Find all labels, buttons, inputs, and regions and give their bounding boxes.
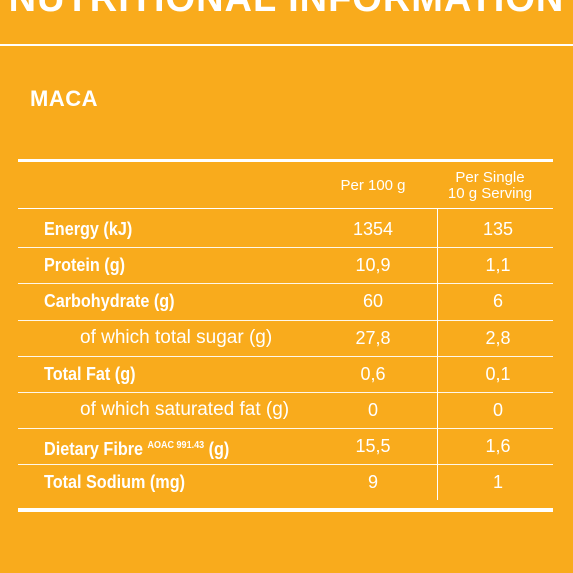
value-per-100g: 0 bbox=[367, 400, 378, 420]
header-rule bbox=[18, 208, 553, 209]
value-per-100g: 27,8 bbox=[355, 327, 391, 348]
row-rule bbox=[18, 392, 553, 393]
row-label: of which total sugar (g) bbox=[80, 326, 273, 348]
value-per-serving: 0 bbox=[492, 400, 503, 420]
divider bbox=[0, 44, 573, 46]
column-header: Per 100 g bbox=[340, 177, 406, 194]
value-per-serving: 1,6 bbox=[485, 436, 511, 457]
table-bottom-rule bbox=[18, 508, 553, 512]
value-per-100g: 10,9 bbox=[355, 255, 391, 276]
label-text: Protein (g) bbox=[44, 255, 125, 276]
label-text: Total Sodium (mg) bbox=[44, 472, 185, 493]
row-label: Total Fat (g) bbox=[44, 364, 135, 384]
value-per-serving: 0,1 bbox=[485, 363, 511, 384]
row-rule bbox=[18, 355, 553, 357]
column-divider bbox=[437, 208, 438, 500]
value-per-serving: 2,8 bbox=[485, 327, 511, 348]
label-superscript: AOAC 991.43 bbox=[147, 440, 205, 452]
label-text: Dietary Fibre bbox=[44, 439, 144, 460]
label-text: (g) bbox=[208, 439, 230, 460]
product-name: MACA bbox=[30, 86, 98, 111]
row-label: Energy (kJ) bbox=[44, 219, 132, 239]
row-label: Total Sodium (mg) bbox=[44, 472, 185, 492]
row-rule bbox=[18, 464, 553, 466]
column-header: 10 g Serving bbox=[447, 185, 533, 202]
row-label: Carbohydrate (g) bbox=[44, 291, 175, 311]
value-per-100g: 60 bbox=[362, 291, 384, 312]
row-rule bbox=[18, 428, 553, 430]
value-per-100g: 0,6 bbox=[360, 363, 386, 384]
row-rule bbox=[18, 319, 553, 321]
value-per-serving: 1 bbox=[492, 472, 503, 493]
table-top-rule bbox=[18, 159, 553, 162]
label-text: Total Fat (g) bbox=[44, 363, 136, 384]
value-per-100g: 9 bbox=[367, 472, 378, 493]
row-label: of which saturated fat (g) bbox=[80, 399, 290, 420]
label-text: Energy (kJ) bbox=[44, 219, 133, 239]
row-label: Dietary Fibre AOAC 991.43 (g) bbox=[44, 436, 229, 459]
value-per-100g: 15,5 bbox=[355, 436, 391, 457]
value-per-100g: 1354 bbox=[352, 219, 394, 239]
value-per-serving: 6 bbox=[492, 291, 503, 312]
column-header: Per Single bbox=[455, 169, 525, 186]
value-per-serving: 1,1 bbox=[485, 255, 511, 276]
title: NUTRITIONAL INFORMATION bbox=[0, 0, 573, 21]
value-per-serving: 135 bbox=[482, 219, 514, 239]
row-rule bbox=[18, 247, 553, 249]
row-label: Protein (g) bbox=[44, 255, 125, 275]
row-rule bbox=[18, 283, 553, 285]
label-text: Carbohydrate (g) bbox=[44, 291, 175, 312]
